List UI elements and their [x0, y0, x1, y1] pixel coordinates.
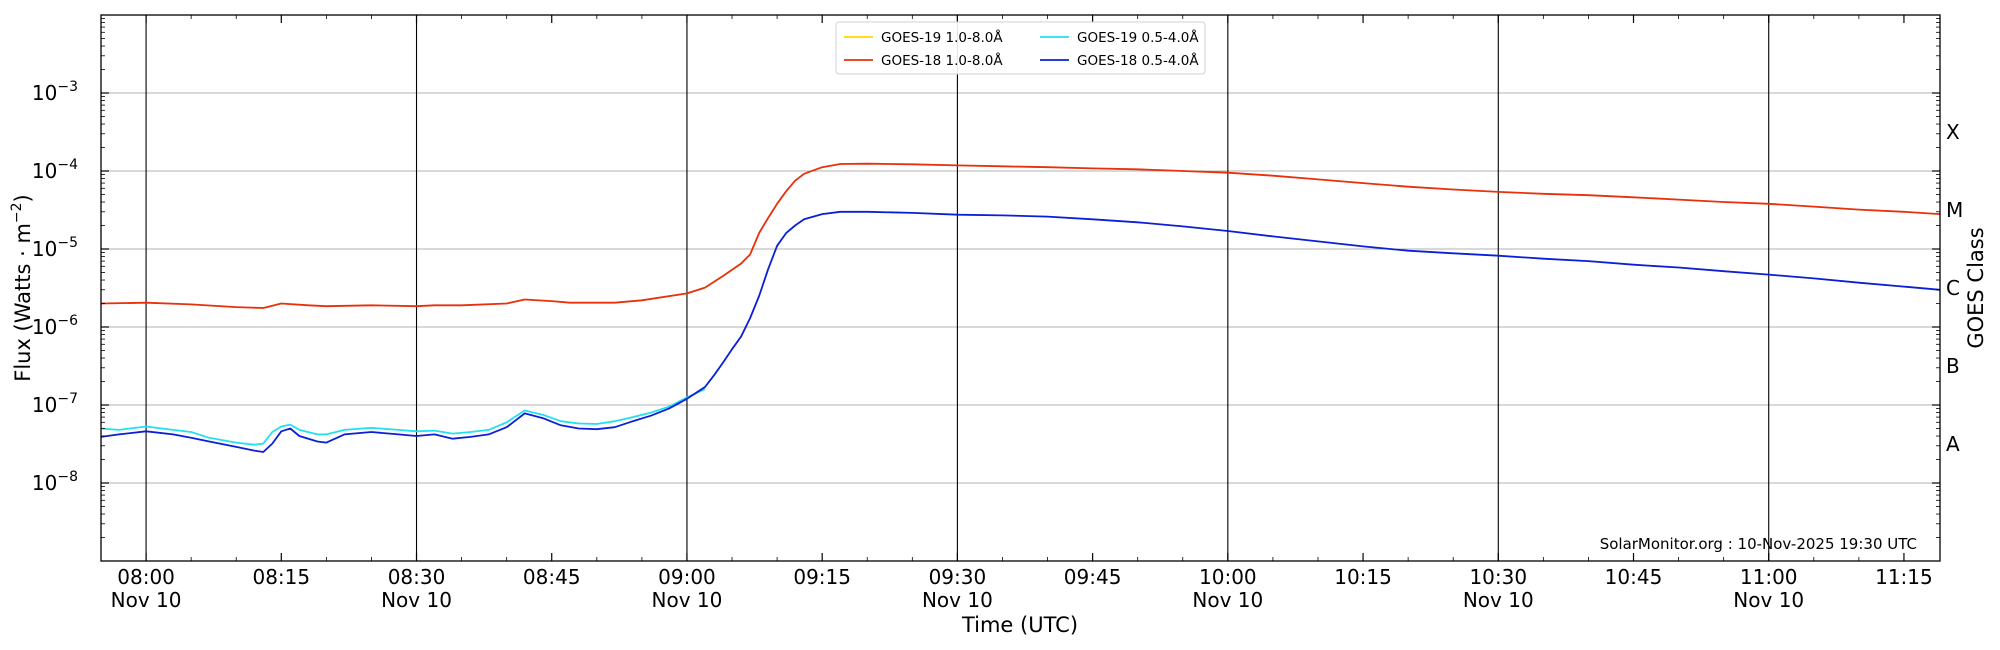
y-tick-base: 10 — [32, 315, 57, 339]
x-tick-date-label: Nov 10 — [381, 588, 452, 612]
y-tick-exponent: −3 — [57, 79, 78, 95]
legend-entry: GOES-19 0.5-4.0Å — [1077, 29, 1199, 46]
x-tick-label: 08:00 — [117, 565, 175, 589]
goes-class-label: X — [1946, 120, 1960, 144]
x-tick-date-label: Nov 10 — [922, 588, 993, 612]
y-tick-base: 10 — [32, 159, 57, 183]
series-line — [100, 210, 1941, 453]
x-tick-label: 09:15 — [793, 565, 851, 589]
series-layer — [100, 162, 1941, 453]
series-line — [100, 388, 706, 446]
legend-box — [835, 21, 1206, 75]
x-tick-label: 08:45 — [523, 565, 581, 589]
x-tick-label: 10:30 — [1469, 565, 1527, 589]
legend-entry: GOES-18 0.5-4.0Å — [1077, 52, 1199, 69]
y-tick-label: 10−4 — [32, 157, 78, 183]
x-tick-date-label: Nov 10 — [1463, 588, 1534, 612]
x-axis-title: Time (UTC) — [961, 613, 1078, 637]
x-tick-label: 11:15 — [1875, 565, 1933, 589]
x-tick-label: 10:15 — [1334, 565, 1392, 589]
x-tick-date-label: Nov 10 — [111, 588, 182, 612]
y-tick-label: 10−7 — [32, 391, 78, 417]
goes-class-label: C — [1946, 276, 1960, 300]
y-axis-title-close: ) — [11, 194, 35, 202]
credit-text: SolarMonitor.org : 10-Nov-2025 19:30 UTC — [1600, 535, 1917, 553]
y-tick-exponent: −4 — [57, 157, 78, 173]
x-tick-date-label: Nov 10 — [1192, 588, 1263, 612]
goes-class-label: A — [1946, 432, 1960, 456]
x-tick-label: 11:00 — [1740, 565, 1798, 589]
y-tick-exponent: −6 — [57, 313, 78, 329]
y-tick-exponent: −7 — [57, 391, 78, 407]
x-tick-label: 10:00 — [1199, 565, 1257, 589]
goes-class-axis-title: GOES Class — [1964, 227, 1988, 348]
grid-layer — [101, 15, 1940, 561]
y-tick-exponent: −8 — [57, 469, 78, 485]
x-tick-date-label: Nov 10 — [652, 588, 723, 612]
y-axis-title-main: Flux (Watts · m — [11, 223, 35, 382]
y-tick-base: 10 — [32, 81, 57, 105]
x-tick-label: 08:30 — [388, 565, 446, 589]
goes-class-label: B — [1946, 354, 1960, 378]
y-tick-base: 10 — [32, 471, 57, 495]
y-tick-label: 10−5 — [32, 235, 78, 261]
y-tick-label: 10−3 — [32, 79, 78, 105]
series-line — [100, 162, 1941, 309]
legend: GOES-19 1.0-8.0Å GOES-18 1.0-8.0Å GOES-19 … — [835, 21, 1206, 75]
x-tick-label: 09:30 — [929, 565, 987, 589]
x-tick-label: 09:45 — [1064, 565, 1122, 589]
y-tick-base: 10 — [32, 393, 57, 417]
y-tick-exponent: −5 — [57, 235, 78, 251]
x-tick-label: 10:45 — [1605, 565, 1663, 589]
x-tick-label: 08:15 — [252, 565, 310, 589]
y-tick-base: 10 — [32, 237, 57, 261]
legend-entry: GOES-19 1.0-8.0Å — [881, 29, 1003, 46]
goes-class-label: M — [1946, 198, 1963, 222]
x-tick-label: 09:00 — [658, 565, 716, 589]
legend-entry: GOES-18 1.0-8.0Å — [881, 52, 1003, 69]
y-tick-label: 10−8 — [32, 469, 78, 495]
y-axis-title-sup: −2 — [9, 202, 25, 223]
plot-frame — [100, 14, 1941, 562]
y-axis-title: Flux (Watts · m−2) — [9, 194, 35, 382]
x-tick-date-label: Nov 10 — [1733, 588, 1804, 612]
y-tick-label: 10−6 — [32, 313, 78, 339]
